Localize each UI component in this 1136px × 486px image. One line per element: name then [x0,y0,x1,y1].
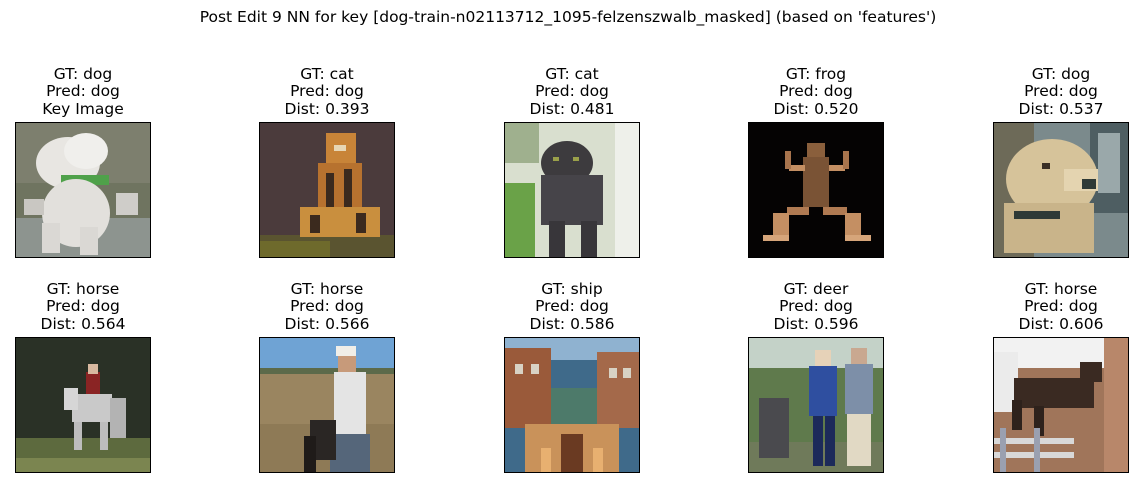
panel-6: GT: horse Pred: dog Dist: 0.564 [15,280,151,473]
gt-label: GT: horse [46,279,120,298]
dist-label: Dist: 0.537 [1018,99,1104,118]
pred-label: Pred: dog [290,297,364,315]
thumbnail-image [748,337,884,473]
dist-label: Dist: 0.520 [773,99,859,118]
pred-label: Pred: dog [1024,297,1098,315]
panel-10: GT: horse Pred: dog Dist: 0.606 [993,280,1129,473]
key-image-label: Key Image [42,99,124,118]
white-horse-thumbnail [16,338,150,472]
panel-3: GT: cat Pred: dog Dist: 0.481 [504,65,640,258]
thumbnail-image [504,337,640,473]
gt-label: GT: deer [783,279,849,298]
gt-label: GT: horse [290,279,364,298]
canal-boat-thumbnail [505,338,639,472]
black-cat-thumbnail [505,123,639,257]
thumbnail-image [993,122,1129,258]
two-people-thumbnail [749,338,883,472]
thumbnail-image [504,122,640,258]
white-poodle-thumbnail [16,123,150,257]
panel-caption: GT: frog Pred: dog Dist: 0.520 [708,64,924,119]
panel-4: GT: frog Pred: dog Dist: 0.520 [748,65,884,258]
golden-dog-thumbnail [994,123,1128,257]
panel-7: GT: horse Pred: dog Dist: 0.566 [259,280,395,473]
panel-5: GT: dog Pred: dog Dist: 0.537 [993,65,1129,258]
dist-label: Dist: 0.606 [1018,314,1104,333]
panel-9: GT: deer Pred: dog Dist: 0.596 [748,280,884,473]
panel-caption: GT: horse Pred: dog Dist: 0.564 [0,279,191,334]
panel-8: GT: ship Pred: dog Dist: 0.586 [504,280,640,473]
pred-label: Pred: dog [290,82,364,100]
dist-label: Dist: 0.586 [529,314,615,333]
gt-label: GT: dog [53,64,113,83]
dist-label: Dist: 0.564 [40,314,126,333]
panel-caption: GT: dog Pred: dog Key Image [0,64,191,119]
figure-title: Post Edit 9 NN for key [dog-train-n02113… [199,8,937,26]
dist-label: Dist: 0.481 [529,99,615,118]
gt-label: GT: cat [545,64,599,83]
thumbnail-image [15,337,151,473]
thumbnail-image [748,122,884,258]
panel-2: GT: cat Pred: dog Dist: 0.393 [259,65,395,258]
rider-field-thumbnail [260,338,394,472]
panel-caption: GT: horse Pred: dog Dist: 0.566 [219,279,435,334]
gt-label: GT: frog [785,64,847,83]
gt-label: GT: ship [541,279,603,298]
jumping-horse-thumbnail [994,338,1128,472]
thumbnail-image [15,122,151,258]
panel-caption: GT: dog Pred: dog Dist: 0.537 [953,64,1136,119]
dist-label: Dist: 0.393 [284,99,370,118]
pred-label: Pred: dog [46,82,120,100]
frog-thumbnail [749,123,883,257]
panel-caption: GT: deer Pred: dog Dist: 0.596 [708,279,924,334]
tiger-thumbnail [260,123,394,257]
panel-caption: GT: cat Pred: dog Dist: 0.393 [219,64,435,119]
panel-1: GT: dog Pred: dog Key Image [15,65,151,258]
pred-label: Pred: dog [535,297,609,315]
thumbnail-image [993,337,1129,473]
panel-caption: GT: horse Pred: dog Dist: 0.606 [953,279,1136,334]
thumbnail-image [259,337,395,473]
thumbnail-image [259,122,395,258]
dist-label: Dist: 0.596 [773,314,859,333]
gt-label: GT: dog [1031,64,1091,83]
panel-caption: GT: cat Pred: dog Dist: 0.481 [464,64,680,119]
pred-label: Pred: dog [1024,82,1098,100]
pred-label: Pred: dog [779,82,853,100]
gt-label: GT: cat [300,64,354,83]
pred-label: Pred: dog [535,82,609,100]
gt-label: GT: horse [1024,279,1098,298]
pred-label: Pred: dog [779,297,853,315]
dist-label: Dist: 0.566 [284,314,370,333]
pred-label: Pred: dog [46,297,120,315]
panel-caption: GT: ship Pred: dog Dist: 0.586 [464,279,680,334]
